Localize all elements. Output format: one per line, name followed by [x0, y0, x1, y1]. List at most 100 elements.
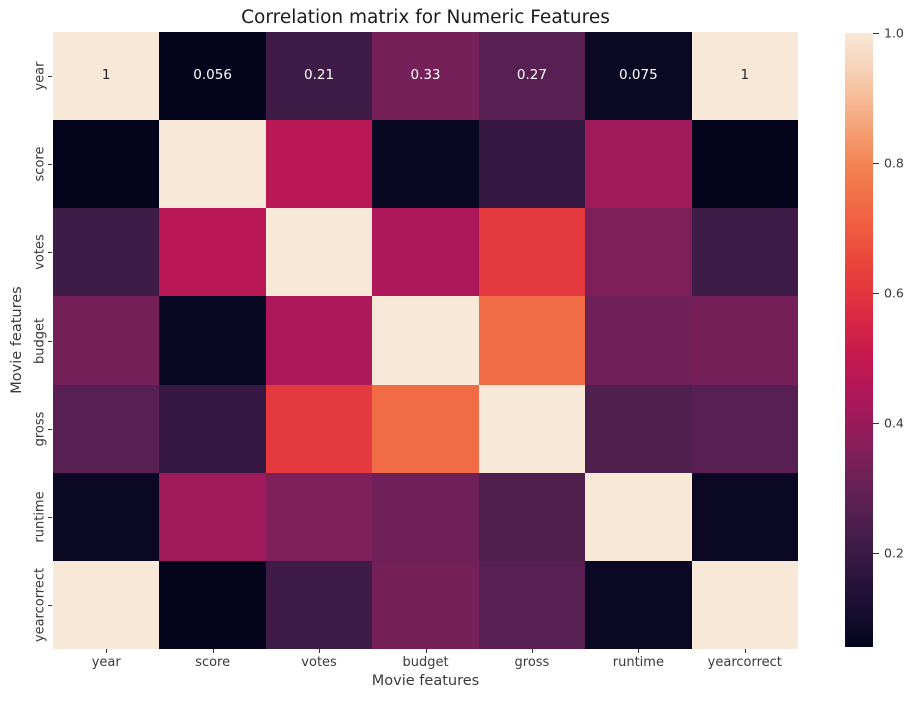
cell-annotation: 0.075: [619, 67, 658, 84]
heatmap-cell: [265, 208, 373, 297]
heatmap-cell: [265, 296, 373, 385]
heatmap-cell: [478, 120, 586, 209]
heatmap-cell: [478, 384, 586, 473]
heatmap-cell: [159, 560, 266, 649]
heatmap-cell: [585, 560, 692, 649]
y-tick-mark: [48, 516, 52, 518]
heatmap-cell: [478, 560, 586, 649]
heatmap-cell: [585, 120, 692, 209]
heatmap-cell: [585, 472, 692, 561]
heatmap-cell: [478, 472, 586, 561]
heatmap-cell: [585, 208, 692, 297]
colorbar: [845, 33, 873, 647]
x-tick-label: budget: [402, 655, 449, 670]
y-tick-mark: [48, 252, 52, 254]
x-tick-mark: [319, 649, 321, 653]
cell-annotation: 0.21: [304, 67, 335, 84]
heatmap-cell: 0.33: [372, 32, 479, 121]
heatmap-cell: 1: [53, 32, 160, 121]
heatmap-cell: [53, 296, 160, 385]
heatmap-cell: [478, 296, 586, 385]
y-tick-mark: [48, 428, 52, 430]
y-tick-mark: [48, 340, 52, 342]
heatmap-cell: 0.075: [585, 32, 692, 121]
x-tick-mark: [212, 649, 214, 653]
cell-annotation: 0.27: [516, 67, 547, 84]
heatmap-cell: [53, 472, 160, 561]
y-tick-mark: [48, 76, 52, 78]
y-tick-label: score: [32, 146, 48, 182]
colorbar-tick-label: 0.2: [884, 545, 904, 561]
x-tick-mark: [531, 649, 533, 653]
colorbar-tick-mark: [873, 163, 879, 165]
colorbar-tick-mark: [873, 553, 879, 555]
heatmap-cell: [372, 296, 479, 385]
colorbar-tick-mark: [873, 293, 879, 295]
x-tick-mark: [106, 649, 108, 653]
colorbar-gradient: [845, 33, 873, 647]
cell-annotation: 0.33: [410, 67, 441, 84]
heatmap-cell: [159, 472, 266, 561]
y-tick-label: runtime: [32, 491, 48, 543]
heatmap-cell: [691, 120, 798, 209]
heatmap-cell: [372, 208, 479, 297]
heatmap-cell: [691, 296, 798, 385]
heatmap-cell: [53, 384, 160, 473]
y-tick-mark: [48, 604, 52, 606]
x-tick-label: gross: [514, 655, 550, 670]
heatmap-cell: [478, 208, 586, 297]
heatmap-cell: [691, 208, 798, 297]
heatmap-cell: [53, 560, 160, 649]
y-tick-label: gross: [32, 411, 48, 447]
heatmap-cell: [265, 560, 373, 649]
y-tick-label: votes: [32, 234, 48, 271]
heatmap-cell: [53, 208, 160, 297]
cell-annotation: 1: [740, 67, 750, 84]
heatmap-cell: [585, 384, 692, 473]
colorbar-tick-label: 1.0: [884, 25, 904, 41]
colorbar-tick-label: 0.8: [884, 155, 904, 171]
chart-title: Correlation matrix for Numeric Features: [241, 7, 610, 28]
colorbar-tick-mark: [873, 33, 879, 34]
x-axis-label: Movie features: [371, 673, 480, 689]
heatmap-cell: [585, 296, 692, 385]
y-axis-label: Movie features: [9, 286, 25, 394]
heatmap-cell: 1: [691, 32, 798, 121]
heatmap-cell: 0.056: [159, 32, 266, 121]
x-tick-label: yearcorrect: [707, 655, 782, 670]
heatmap-cell: [372, 472, 479, 561]
colorbar-tick-label: 0.6: [884, 285, 904, 301]
heatmap-cell: [372, 120, 479, 209]
heatmap-cell: [265, 472, 373, 561]
heatmap-grid: 1 0.056 0.21 0.33 0.27 0.075 1: [53, 32, 798, 649]
heatmap-cell: [691, 472, 798, 561]
y-tick-label: year: [32, 61, 48, 91]
heatmap-cell: [159, 384, 266, 473]
heatmap-cell: [265, 120, 373, 209]
cell-annotation: 0.056: [193, 67, 232, 84]
x-tick-label: year: [91, 655, 121, 670]
x-tick-mark: [744, 649, 746, 653]
colorbar-tick-mark: [873, 423, 879, 425]
x-tick-label: votes: [301, 655, 337, 670]
y-tick-label: budget: [32, 317, 48, 364]
colorbar-tick-label: 0.4: [884, 415, 904, 431]
heatmap-cell: [159, 296, 266, 385]
heatmap-cell: [159, 208, 266, 297]
heatmap-cell: [159, 120, 266, 209]
y-tick-mark: [48, 164, 52, 166]
heatmap-cell: [691, 384, 798, 473]
x-tick-label: runtime: [612, 655, 664, 670]
heatmap-cell: [53, 120, 160, 209]
heatmap-cell: [691, 560, 798, 649]
x-tick-mark: [425, 649, 427, 653]
y-tick-label: yearcorrect: [32, 567, 48, 643]
heatmap-cell: 0.21: [265, 32, 373, 121]
heatmap-cell: 0.27: [478, 32, 586, 121]
heatmap-cell: [372, 560, 479, 649]
heatmap-cell: [265, 384, 373, 473]
x-tick-label: score: [195, 655, 231, 670]
x-tick-mark: [638, 649, 640, 653]
heatmap-cell: [372, 384, 479, 473]
